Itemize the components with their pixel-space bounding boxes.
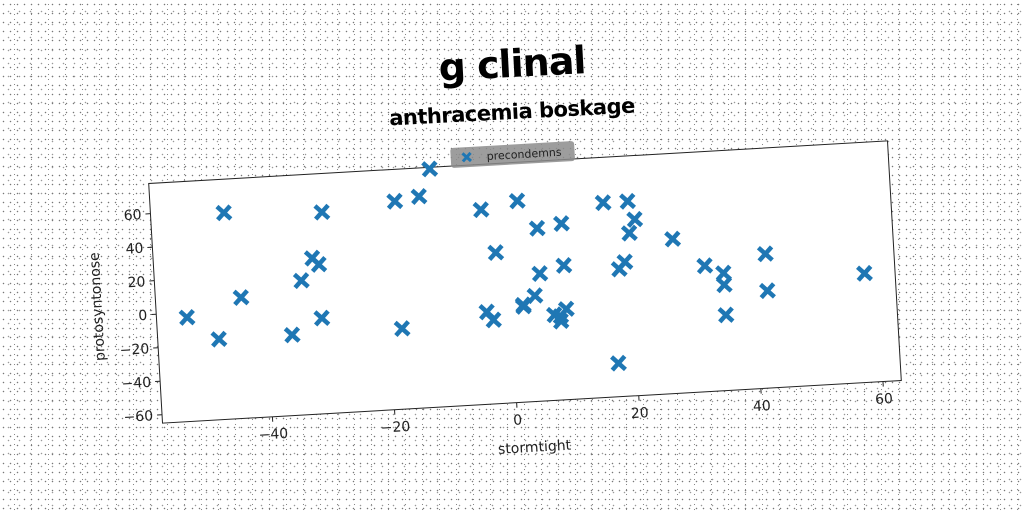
scatter-point bbox=[759, 282, 776, 300]
scatter-point bbox=[178, 308, 196, 326]
scatter-point bbox=[232, 289, 250, 306]
legend-label: precondemns bbox=[486, 146, 562, 163]
scatter-point bbox=[292, 272, 310, 290]
scatter-point bbox=[555, 257, 573, 274]
x-tick-label: 60 bbox=[875, 391, 894, 408]
scatter-point bbox=[756, 245, 774, 263]
x-axis-title: stormtight bbox=[498, 438, 572, 458]
scatter-point bbox=[215, 204, 233, 222]
scatter-point bbox=[386, 192, 404, 210]
scatter-point bbox=[856, 264, 873, 282]
scatter-point bbox=[313, 203, 331, 221]
scatter-point bbox=[313, 309, 331, 327]
legend-box bbox=[450, 141, 575, 168]
scatter-point bbox=[210, 330, 228, 348]
y-tick-label: −60 bbox=[123, 408, 153, 426]
y-tick-label: 60 bbox=[123, 207, 142, 224]
y-axis-title: protosyntonose bbox=[87, 252, 109, 362]
plot-area bbox=[148, 140, 902, 424]
scatter-point bbox=[552, 312, 570, 330]
x-tick-label: −20 bbox=[380, 419, 410, 437]
scatter-point bbox=[610, 260, 628, 278]
x-tick-label: 20 bbox=[630, 405, 649, 422]
scatter-point bbox=[620, 224, 638, 242]
legend: precondemns bbox=[450, 141, 575, 168]
legend-marker bbox=[461, 151, 473, 163]
x-tick-label: 0 bbox=[513, 412, 523, 428]
scatter-point bbox=[594, 194, 612, 212]
scatter-point bbox=[619, 192, 637, 210]
y-tick-label: −20 bbox=[119, 341, 149, 359]
scatter-point bbox=[626, 210, 644, 228]
scatter-point bbox=[610, 354, 627, 372]
scatter-point bbox=[531, 265, 549, 283]
scatter-point bbox=[393, 320, 411, 338]
scatter-point bbox=[664, 230, 682, 248]
scatter-point bbox=[715, 264, 733, 282]
scatter-point bbox=[472, 201, 490, 219]
scatter-point bbox=[485, 311, 502, 329]
scatter-point bbox=[715, 276, 733, 294]
scatter-point bbox=[528, 219, 546, 237]
scatter-point bbox=[696, 257, 714, 275]
x-tick-label: −40 bbox=[258, 426, 288, 444]
y-tick-label: −40 bbox=[121, 375, 151, 393]
scatter-point bbox=[526, 287, 544, 305]
scatter-point bbox=[410, 188, 428, 205]
y-tick-label: 40 bbox=[125, 241, 144, 258]
scatter-point bbox=[310, 256, 328, 273]
scatter-point bbox=[552, 215, 570, 233]
scatter-point bbox=[508, 192, 526, 210]
y-tick-label: 0 bbox=[138, 308, 148, 324]
scatter-point bbox=[487, 244, 505, 262]
scatter-point bbox=[717, 306, 735, 324]
scatter-point bbox=[514, 298, 532, 315]
scatter-point bbox=[421, 160, 439, 178]
scatter-point bbox=[283, 326, 301, 344]
x-tick-label: 40 bbox=[753, 398, 772, 415]
y-tick-label: 20 bbox=[127, 274, 146, 291]
